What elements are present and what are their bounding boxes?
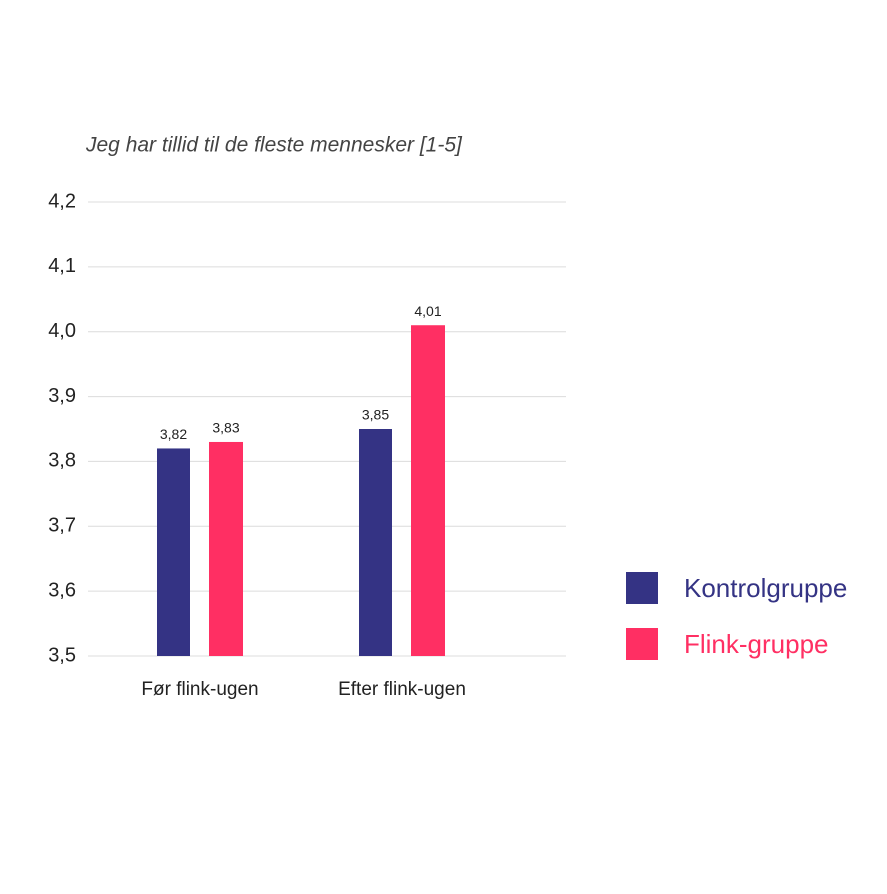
chart-title: Jeg har tillid til de fleste mennesker [… (85, 134, 463, 157)
y-tick-label: 3,6 (48, 579, 76, 601)
y-tick-label: 3,9 (48, 385, 76, 407)
value-label: 3,85 (362, 407, 389, 423)
y-tick-label: 3,7 (48, 515, 76, 537)
x-tick-label: Før flink-ugen (141, 679, 258, 700)
legend-swatch (626, 572, 658, 604)
legend-label: Flink-gruppe (684, 629, 829, 659)
legend-swatch (626, 628, 658, 660)
bar (157, 448, 190, 656)
y-tick-label: 4,2 (48, 190, 76, 212)
legend-label: Kontrolgruppe (684, 573, 847, 603)
value-label: 3,82 (160, 426, 187, 442)
bar (359, 429, 392, 656)
y-tick-label: 4,1 (48, 255, 76, 277)
value-label: 3,83 (212, 420, 239, 436)
bar (209, 441, 243, 656)
value-label: 4,01 (414, 303, 441, 319)
x-tick-label: Efter flink-ugen (338, 679, 466, 700)
y-tick-label: 3,5 (48, 644, 76, 666)
y-tick-label: 4,0 (48, 320, 76, 342)
bar (411, 325, 445, 656)
y-tick-label: 3,8 (48, 450, 76, 472)
